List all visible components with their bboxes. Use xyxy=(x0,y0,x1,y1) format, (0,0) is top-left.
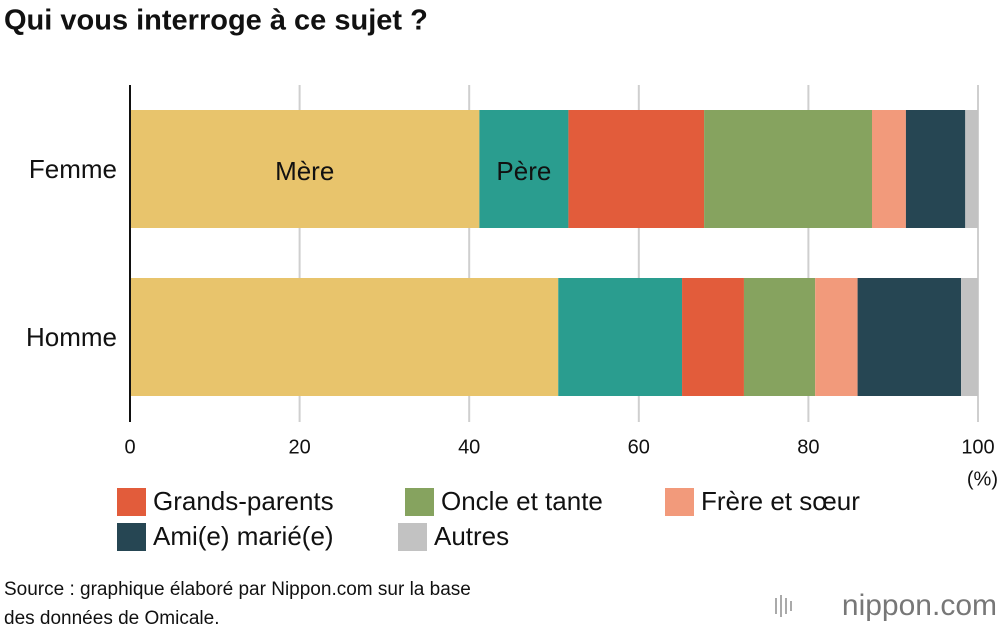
logo: nippon.com xyxy=(842,589,997,622)
x-tick-label: 60 xyxy=(628,436,650,458)
bar-segment xyxy=(568,110,705,228)
legend-swatch xyxy=(117,523,146,551)
x-tick-label: 80 xyxy=(797,436,819,458)
bar-segment xyxy=(961,278,978,396)
chart-title: Qui vous interroge à ce sujet ? xyxy=(4,5,428,37)
x-tick-label: 20 xyxy=(288,436,310,458)
legend-swatch xyxy=(117,488,146,516)
source-line: Source : graphique élaboré par Nippon.co… xyxy=(4,579,471,600)
bar-segment xyxy=(704,110,872,228)
bar-label: Mère xyxy=(275,156,334,186)
x-tick-label: 100 xyxy=(961,436,994,458)
legend-label: Grands-parents xyxy=(153,486,334,516)
bar-segment xyxy=(857,278,962,396)
bar-segment xyxy=(743,278,816,396)
bar-segment xyxy=(682,278,744,396)
legend-swatch xyxy=(398,523,427,551)
logo-bars xyxy=(775,595,792,617)
bar-segment xyxy=(905,110,966,228)
legend-label: Ami(e) marié(e) xyxy=(153,521,334,551)
y-tick-label: Femme xyxy=(29,154,117,184)
legend-label: Autres xyxy=(434,521,509,551)
bar-segment xyxy=(479,110,569,228)
bar-segment xyxy=(872,110,906,228)
legend-swatch xyxy=(665,488,694,516)
legend-label: Oncle et tante xyxy=(441,486,603,516)
y-tick-label: Homme xyxy=(26,322,117,352)
source-line: des données de Omicale. xyxy=(4,608,219,629)
x-tick-label: 40 xyxy=(458,436,480,458)
bar-label: Père xyxy=(496,156,551,186)
legend-label: Frère et sœur xyxy=(701,486,860,516)
legend-swatch xyxy=(405,488,434,516)
bar-segment xyxy=(558,278,683,396)
x-tick-label: 0 xyxy=(124,436,135,458)
bar-segment xyxy=(965,110,978,228)
x-unit: (%) xyxy=(967,468,998,490)
bar-segment xyxy=(130,278,559,396)
bar-segment xyxy=(815,278,858,396)
bar-segment xyxy=(130,110,480,228)
